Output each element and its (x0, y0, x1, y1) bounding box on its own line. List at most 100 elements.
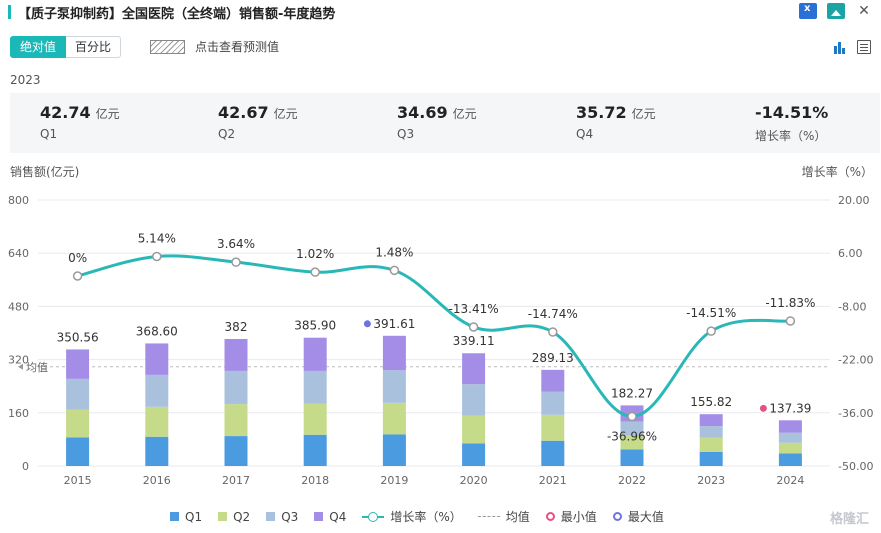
legend-ring-icon (545, 512, 555, 521)
legend-label: Q3 (281, 509, 299, 524)
bar-segment-q1 (66, 437, 90, 466)
growth-point (72, 271, 83, 281)
forecast-hatch-icon (150, 39, 185, 54)
legend-item-growth[interactable]: 增长率（%） (362, 508, 462, 525)
summary-label: Q1 (40, 127, 58, 141)
summary-item-q2: 42.67 亿元 Q2 (218, 103, 298, 141)
max-marker (363, 320, 371, 328)
bar-segment-q4 (382, 335, 406, 371)
summary-unit: 亿元 (95, 107, 120, 121)
bar-segment-q2 (224, 404, 248, 437)
summary-item-q3: 34.69 亿元 Q3 (397, 103, 477, 141)
image-export-icon[interactable] (827, 3, 845, 19)
legend-swatch (170, 512, 179, 521)
bar-segment-q1 (620, 449, 644, 466)
legend-label: 最小值 (560, 510, 597, 524)
bar-segment-q3 (66, 378, 90, 410)
right-tick-label: -22.00 (838, 354, 873, 367)
legend-item-q2[interactable]: Q2 (218, 510, 250, 524)
growth-point (785, 316, 796, 326)
bar-segment-q4 (699, 414, 723, 427)
title-accent (8, 5, 11, 19)
growth-line (77, 254, 791, 418)
bar-segment-q2 (66, 409, 90, 438)
top-icons: ✕ (799, 3, 873, 19)
bar-segment-q4 (145, 343, 169, 375)
growth-label: -11.83% (765, 296, 815, 310)
bar-segment-q2 (462, 415, 486, 444)
x-tick-label: 2017 (222, 474, 250, 487)
summary-value: -14.51% (755, 103, 829, 122)
legend-item-mean[interactable]: 均值 (477, 508, 530, 525)
bar-segment-q1 (224, 436, 248, 466)
legend-item-q3[interactable]: Q3 (266, 510, 298, 524)
left-axis-title: 销售额(亿元) (10, 165, 80, 179)
legend-label: 均值 (505, 510, 530, 524)
bar-segment-q3 (620, 421, 644, 436)
growth-point (468, 322, 479, 332)
bar-segment-q1 (541, 440, 565, 466)
bar-total-label: 385.90 (294, 319, 336, 333)
legend-label: 最大值 (627, 510, 664, 524)
right-tick-label: -50.00 (838, 460, 873, 473)
mean-label: 均值 (26, 361, 48, 374)
x-tick-label: 2020 (460, 474, 488, 487)
summary-value: 42.67 (218, 103, 269, 122)
left-tick-label: 0 (22, 460, 29, 473)
summary-item-q4: 35.72 亿元 Q4 (576, 103, 656, 141)
title-bar: 【质子泵抑制药】全国医院（全终端）销售额-年度趋势 (8, 3, 336, 22)
left-tick-label: 320 (8, 354, 29, 367)
tab-percent[interactable]: 百分比 (66, 36, 122, 58)
right-tick-label: -8.00 (838, 300, 866, 313)
legend-item-max[interactable]: 最大值 (612, 508, 664, 525)
right-axis-title: 增长率（%） (801, 165, 873, 179)
tab-absolute[interactable]: 绝对值 (10, 36, 67, 58)
legend-item-q4[interactable]: Q4 (314, 510, 346, 524)
close-icon[interactable]: ✕ (855, 3, 873, 19)
bar-segment-q3 (462, 384, 486, 416)
x-tick-label: 2018 (301, 474, 329, 487)
growth-label: -14.74% (528, 307, 578, 321)
bar-total-label: 368.60 (136, 324, 178, 338)
excel-export-icon[interactable] (799, 3, 817, 19)
legend-dash-icon (477, 516, 500, 517)
legend-label: Q2 (233, 509, 251, 524)
bar-segment-q1 (303, 434, 327, 466)
summary-label: Q3 (397, 127, 415, 141)
growth-label: 0% (68, 251, 87, 265)
growth-label: -14.51% (686, 306, 736, 320)
bar-segment-q3 (541, 391, 565, 415)
bar-segment-q3 (145, 374, 169, 407)
legend-item-min[interactable]: 最小值 (545, 508, 597, 525)
data-table-icon[interactable] (857, 40, 871, 54)
growth-label: 3.64% (217, 237, 255, 251)
page-title: 【质子泵抑制药】全国医院（全终端）销售额-年度趋势 (18, 6, 336, 22)
growth-label: 1.48% (375, 245, 413, 259)
bar-chart-icon[interactable] (833, 40, 847, 54)
bar-segment-q4 (303, 337, 327, 371)
legend-item-q1[interactable]: Q1 (170, 510, 202, 524)
bar-total-label: 350.56 (57, 330, 99, 344)
value-mode-toggle: 绝对值 百分比 (10, 36, 122, 58)
growth-label: -36.96% (607, 429, 657, 443)
x-tick-label: 2015 (64, 474, 92, 487)
summary-year: 2023 (10, 73, 41, 87)
bar-segment-q4 (778, 420, 802, 433)
bar-segment-q3 (778, 432, 802, 443)
watermark-logo: 格隆汇 (829, 512, 869, 527)
summary-value: 34.69 (397, 103, 448, 122)
chart-tools (833, 40, 871, 54)
summary-label: 增长率（%） (755, 129, 827, 143)
bar-segment-q4 (541, 369, 565, 392)
right-tick-label: -36.00 (838, 407, 873, 420)
bar-segment-q2 (699, 437, 723, 452)
bar-segment-q4 (66, 349, 90, 379)
bar-segment-q2 (620, 435, 644, 450)
summary-unit: 亿元 (631, 107, 656, 121)
left-tick-label: 480 (8, 300, 29, 313)
forecast-toggle[interactable]: 点击查看预测值 (150, 38, 279, 55)
legend-swatch (266, 512, 276, 521)
bar-total-label: 339.11 (453, 334, 495, 348)
legend-label: 增长率（%） (390, 510, 462, 524)
